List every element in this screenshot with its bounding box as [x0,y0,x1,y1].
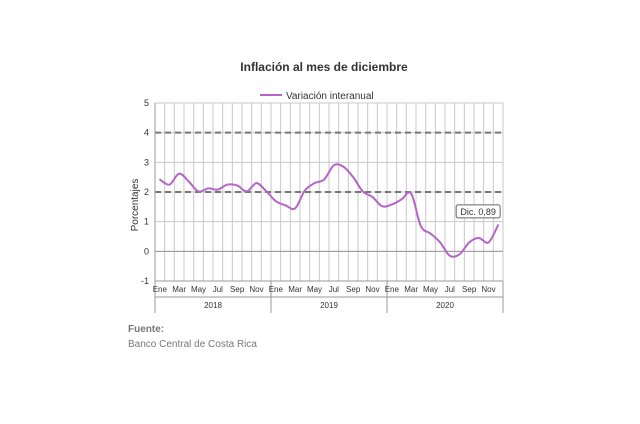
data-point [168,183,171,186]
x-tick-labels: Ene Mar May Jul Sep Nov Ene Mar May Jul Sep Nov Ene M… [153,285,496,294]
year-label: 2020 [436,301,454,310]
data-point [313,182,316,184]
legend: Variación interanual [260,91,374,102]
data-point [362,190,364,193]
x-tick-label: Nov [365,285,379,294]
y-tick-label: 3 [144,157,149,167]
data-point [304,189,306,192]
data-point [178,172,180,175]
x-tick-label: Mar [404,285,418,294]
data-point [217,188,219,191]
legend-label: Variación interanual [286,91,374,102]
data-point [478,237,480,239]
x-tick-label: Ene [153,285,168,294]
data-point [284,204,287,207]
x-tick-label: Jul [213,285,223,294]
annotation-box [455,204,501,219]
y-tick-label: 2 [144,187,149,197]
data-point [236,184,238,187]
x-tick-label: Ene [269,285,284,294]
data-point [333,164,335,167]
data-point [429,232,432,235]
x-tick-label: Sep [462,285,477,294]
data-point [439,241,441,244]
chart-title: Inflación al mes de diciembre [240,60,408,74]
data-point [226,183,229,186]
y-tick-label: 0 [144,246,149,256]
data-point [323,178,325,181]
data-point [275,200,277,202]
x-tick-label: Nov [481,285,495,294]
y-tick-label: 1 [144,217,149,227]
data-point [352,176,354,178]
data-point [255,182,258,184]
end-annotation: Dic. 0,89 [455,204,501,219]
data-point [371,196,374,198]
data-point [468,241,470,244]
x-tick-label: Sep [346,285,361,294]
x-tick-label: May [423,285,438,294]
source-label: Fuente: [128,324,165,335]
data-point [391,203,393,206]
data-point [400,198,403,201]
data-point [487,241,490,244]
annotation-label: Dic. 0,89 [460,207,496,217]
y-tick-labels: -1 0 1 2 3 4 5 [141,98,149,286]
data-point [159,178,161,181]
y-axis-label: Porcentajes [130,179,141,232]
y-tick-label: -1 [141,276,149,286]
x-tick-label: Jul [329,285,339,294]
x-tick-label: May [191,285,206,294]
data-point [294,207,296,210]
data-point [342,165,345,168]
data-point [265,190,267,192]
x-tick-label: Ene [385,285,400,294]
series-line-variacion-interanual [159,163,500,258]
x-tick-label: May [307,285,322,294]
source-text: Banco Central de Costa Rica [128,339,257,350]
data-point [381,205,383,208]
y-tick-label: 4 [144,128,149,138]
reference-lines [155,131,503,193]
year-label: 2018 [204,301,222,310]
x-tick-label: Nov [249,285,263,294]
data-point [188,180,190,183]
data-point [449,254,451,257]
x-tick-label: Sep [230,285,245,294]
data-point [420,225,422,227]
data-point [497,224,499,226]
data-point [458,253,461,256]
year-label: 2019 [320,301,338,310]
x-tick-label: Mar [172,285,186,294]
y-tick-label: 5 [144,98,149,108]
data-point [410,192,412,195]
series-points [159,164,499,257]
x-tick-label: Mar [288,285,302,294]
year-labels: 2018 2019 2020 [204,301,454,310]
x-tick-label: Jul [445,285,455,294]
data-point [246,190,248,193]
data-point [207,187,209,190]
data-point [197,190,200,193]
